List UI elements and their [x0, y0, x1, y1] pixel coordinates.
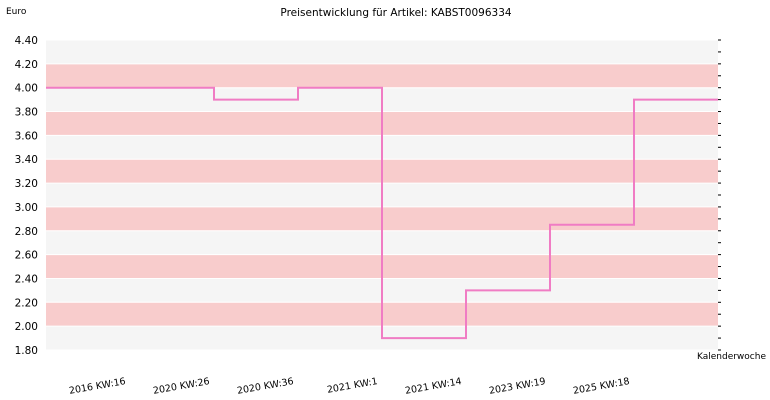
x-axis-label: Kalenderwoche	[697, 352, 766, 362]
y-tick-label: 3.20	[15, 178, 38, 190]
x-tick-label: 2023 KW:19	[488, 376, 546, 397]
x-tick-label: 2021 KW:14	[404, 376, 462, 397]
background-band	[46, 40, 718, 64]
y-tick-label: 2.00	[15, 321, 38, 333]
y-tick-label: 1.80	[15, 345, 38, 357]
price-line	[46, 86, 718, 340]
x-tick-label: 2021 KW:1	[326, 376, 378, 396]
y-tick-label: 3.40	[15, 154, 38, 166]
y-tick-label: 3.60	[15, 130, 38, 142]
y-tick-label: 3.00	[15, 202, 38, 214]
y-tick-label: 2.40	[15, 273, 38, 285]
y-axis-label: Euro	[6, 7, 27, 17]
y-tick-label: 2.80	[15, 226, 38, 238]
y-tick-label: 3.80	[15, 107, 38, 119]
x-tick-label: 2020 KW:36	[236, 376, 294, 397]
y-tick-label: 2.60	[15, 250, 38, 262]
y-axis-tick-labels: 1.80 2.00 2.20 2.40 2.60 2.80 3.00 3.20 3.40 3.60…	[15, 35, 38, 357]
y-tick-label: 4.40	[15, 35, 38, 47]
y-tick-label: 2.20	[15, 297, 38, 309]
right-axis-ticks	[718, 39, 721, 351]
x-tick-label: 2016 KW:16	[68, 376, 126, 397]
x-axis-tick-labels: 2016 KW:16 2020 KW:26 2020 KW:36 2021 KW:1 2…	[68, 376, 630, 397]
y-tick-label: 4.20	[15, 59, 38, 71]
background-band	[46, 63, 718, 88]
x-tick-label: 2020 KW:26	[152, 376, 210, 397]
y-tick-label: 4.00	[15, 83, 38, 95]
x-tick-label: 2025 KW:18	[572, 376, 630, 397]
chart-title: Preisentwicklung für Artikel: KABST00963…	[280, 7, 511, 19]
